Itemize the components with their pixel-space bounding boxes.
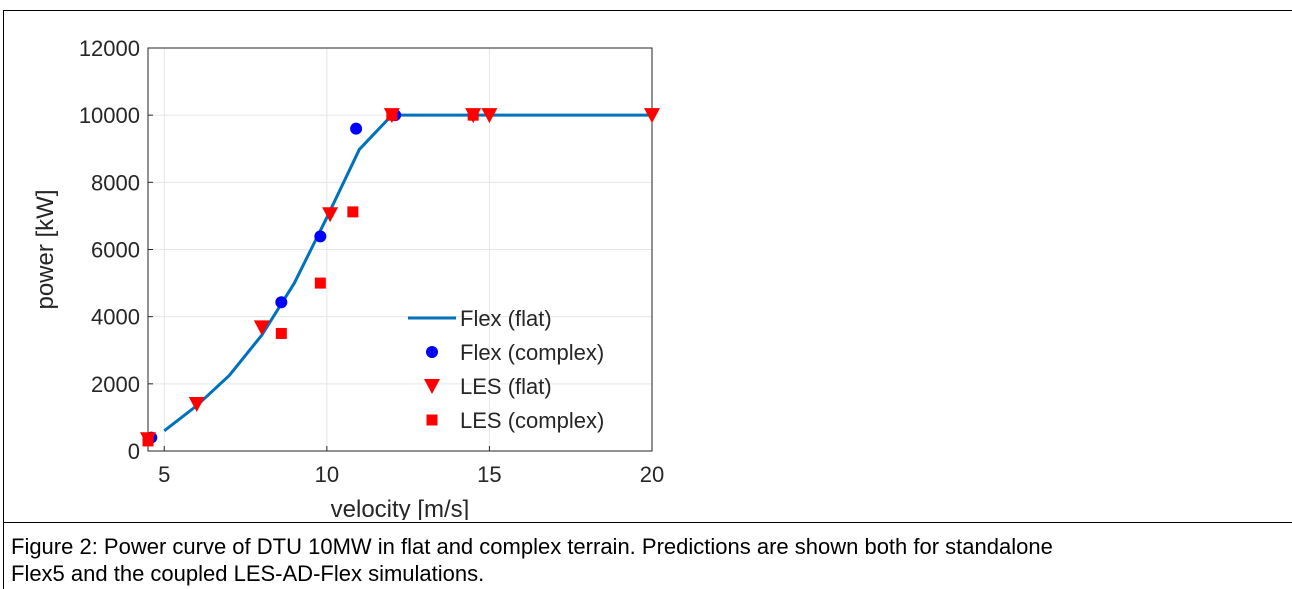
data-point [322,207,339,223]
legend-swatch [426,414,438,426]
legend-label: LES (flat) [460,374,552,399]
data-point [350,122,363,135]
legend-swatch [424,379,440,394]
legend-swatch [426,346,438,358]
data-point [386,109,398,121]
series-line [163,113,652,433]
figure-top-rule [719,10,1292,11]
data-point [314,230,327,243]
axis-ticks: 5 10 15 20 0 2000 4000 6000 8000 10000 12000 [79,36,664,487]
y-tick-label: 0 [128,439,140,464]
legend-label: Flex (complex) [460,340,604,365]
data-point [142,435,154,447]
data-point [481,108,498,124]
series-0 [163,113,652,433]
caption-line-2: Flex5 and the coupled LES-AD-Flex simula… [11,561,485,586]
figure-frame [3,10,719,522]
x-tick-label: 20 [640,462,664,487]
data-point [253,320,270,336]
y-tick-label: 8000 [91,170,140,195]
legend-item: LES (complex) [426,408,604,433]
legend-item: LES (flat) [424,374,552,399]
figure-caption: Figure 2: Power curve of DTU 10MW in fla… [3,522,1292,589]
x-tick-label: 10 [315,462,339,487]
legend: Flex (flat) Flex (complex) LES (flat) LES (… [408,306,604,433]
series-1 [145,109,402,444]
y-axis-label: power [kW] [32,189,59,309]
series-2 [140,108,660,448]
y-tick-label: 10000 [79,103,140,128]
series-layer [140,108,660,448]
legend-label: Flex (flat) [460,306,552,331]
x-tick-label: 5 [158,462,170,487]
x-axis-label: velocity [m/s] [331,496,470,520]
caption-line-1: Figure 2: Power curve of DTU 10MW in fla… [11,534,1053,559]
power-curve-chart: 5 10 15 20 0 2000 4000 6000 8000 10000 12000 veloc… [32,36,664,520]
data-point [275,327,287,339]
data-point [467,109,479,121]
data-point [644,108,660,124]
data-point [188,396,205,412]
y-tick-label: 6000 [91,238,140,263]
data-point [347,206,359,218]
grid-lines [148,47,653,452]
x-tick-label: 15 [477,462,501,487]
legend-item: Flex (complex) [426,340,604,365]
series-3 [142,109,479,447]
legend-item: Flex (flat) [408,306,552,331]
data-point [314,277,326,289]
y-tick-label: 12000 [79,36,140,61]
legend-label: LES (complex) [460,408,604,433]
data-point [275,296,288,309]
y-tick-label: 4000 [91,305,140,330]
y-tick-label: 2000 [91,372,140,397]
